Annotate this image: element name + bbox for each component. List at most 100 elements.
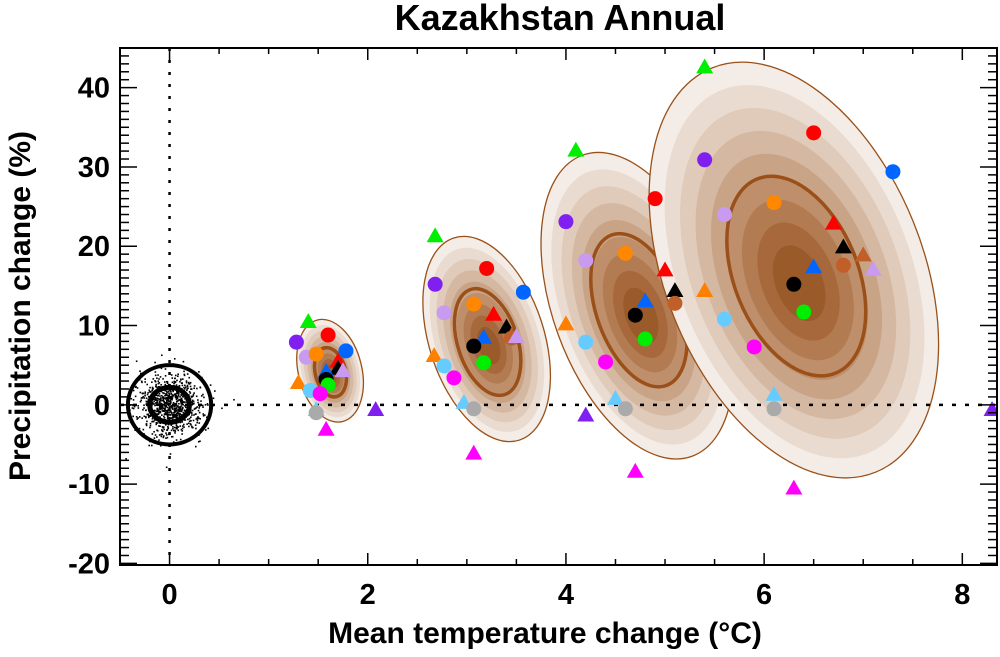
circle-marker [627, 307, 643, 323]
noise-dot [179, 396, 181, 398]
noise-dot [151, 401, 154, 404]
noise-dot [163, 392, 165, 395]
noise-dot [179, 399, 182, 402]
x-tick-label: 0 [161, 579, 177, 611]
noise-dot [153, 419, 156, 421]
noise-dot [174, 414, 176, 416]
triangle-marker [696, 282, 714, 298]
noise-dot [179, 421, 182, 424]
noise-dot [182, 360, 185, 363]
noise-dot [183, 370, 185, 373]
noise-dot [170, 401, 172, 403]
model-points [288, 58, 997, 495]
noise-dot [233, 398, 235, 401]
noise-dot [155, 402, 157, 404]
noise-dot [164, 394, 166, 397]
noise-dot [189, 423, 192, 425]
y-tick-label: -10 [68, 469, 110, 501]
noise-dot [214, 390, 216, 392]
noise-dot [198, 371, 200, 373]
noise-dot [173, 405, 176, 408]
noise-dot [156, 413, 159, 415]
noise-dot [145, 397, 148, 400]
triangle-marker [334, 362, 352, 378]
variability-inner-ring [147, 384, 192, 425]
noise-dot [184, 386, 187, 388]
noise-dot [144, 378, 146, 380]
noise-dot [166, 429, 168, 432]
noise-dot [159, 411, 162, 414]
noise-dot [168, 394, 171, 397]
noise-dot [166, 382, 169, 385]
noise-dot [135, 416, 138, 418]
noise-dot [186, 423, 188, 425]
noise-dot [135, 360, 138, 363]
noise-dot [167, 427, 169, 430]
noise-dot [164, 411, 167, 414]
series-period-3 [557, 141, 684, 478]
noise-dot [198, 407, 200, 409]
y-tick-label: 40 [78, 73, 110, 105]
noise-dot [158, 382, 161, 384]
circle-marker [806, 125, 822, 141]
noise-dot [132, 399, 135, 401]
triangle-marker [507, 328, 525, 344]
circle-marker [796, 304, 812, 320]
noise-dot [154, 380, 157, 383]
noise-dot [177, 400, 179, 402]
noise-dot [173, 403, 176, 405]
noise-dot [184, 388, 186, 390]
noise-dot [163, 428, 165, 431]
noise-dot [190, 420, 192, 422]
noise-dot [188, 390, 191, 393]
noise-dot [171, 381, 174, 384]
noise-dot [169, 403, 171, 406]
noise-dot [186, 384, 189, 387]
x-tick-label: 2 [360, 579, 376, 611]
noise-dot [185, 406, 187, 409]
noise-dot [170, 391, 172, 393]
noise-dot [164, 408, 166, 411]
noise-dot [176, 426, 178, 429]
noise-dot [155, 404, 158, 406]
noise-dot [206, 416, 208, 419]
noise-dot [189, 381, 192, 384]
noise-dot [148, 395, 150, 398]
noise-dot [163, 401, 165, 403]
noise-dot [149, 424, 152, 427]
noise-dot [166, 417, 169, 420]
noise-dot [155, 394, 158, 397]
noise-dot [153, 430, 155, 433]
noise-dot [165, 390, 168, 392]
noise-dot [199, 386, 202, 389]
noise-dot [143, 397, 146, 399]
noise-dot [182, 378, 184, 380]
noise-dot [175, 384, 178, 386]
noise-dot [181, 407, 184, 410]
circle-marker [288, 334, 304, 350]
noise-dot [178, 410, 181, 412]
noise-dot [157, 374, 159, 376]
noise-dot [125, 458, 127, 460]
noise-dot [164, 368, 167, 370]
noise-dot [181, 400, 183, 403]
noise-dot [151, 417, 154, 420]
noise-dot [163, 417, 166, 419]
noise-dot [212, 397, 215, 400]
noise-dot [159, 410, 161, 413]
noise-dot [169, 416, 171, 419]
noise-dot [178, 414, 181, 417]
noise-dot [160, 383, 162, 386]
noise-dot [170, 417, 173, 419]
noise-dot [171, 413, 174, 416]
noise-dot [168, 411, 171, 414]
noise-dot [191, 401, 194, 404]
noise-dot [168, 397, 170, 399]
y-tick-label: 10 [78, 311, 110, 343]
noise-dot [162, 407, 165, 410]
circle-marker [476, 355, 492, 371]
noise-dot [168, 393, 171, 395]
noise-dot [196, 419, 199, 422]
noise-dot [193, 385, 196, 387]
noise-dot [144, 392, 146, 395]
